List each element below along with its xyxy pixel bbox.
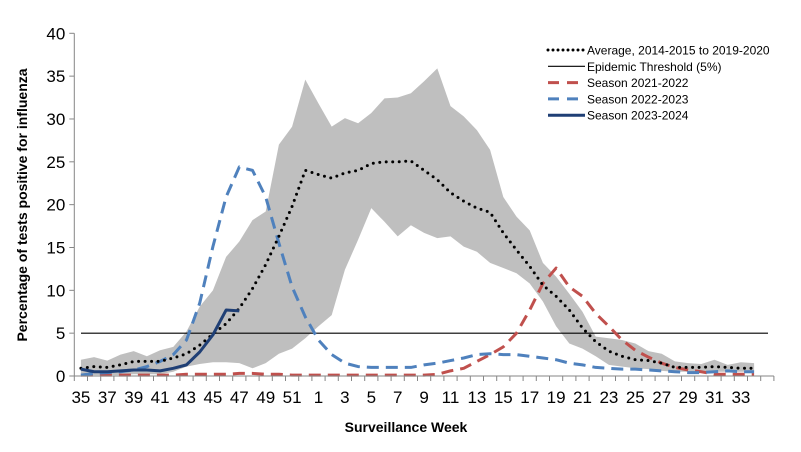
x-tick-label: 3 [340,388,349,407]
x-tick-label: 45 [203,388,222,407]
legend-label: Season 2023-2024 [587,109,689,123]
historical-range-band-layer [80,68,755,376]
legend-item: Epidemic Threshold (5%) [548,60,722,74]
x-axis-title: Surveillance Week [345,419,468,435]
x-tick-label: 29 [679,388,698,407]
x-tick-label: 39 [124,388,143,407]
y-tick-label: 5 [56,324,65,343]
series-season-2022-2023 [80,165,755,377]
legend-item: Season 2023-2024 [548,109,689,123]
y-tick-label: 15 [46,238,65,257]
x-tick-label: 37 [98,388,117,407]
y-tick-label: 40 [46,24,65,43]
x-tick-label: 47 [230,388,249,407]
y-tick-label: 20 [46,196,65,215]
x-tick-label: 9 [419,388,428,407]
x-tick-label: 27 [652,388,671,407]
historical-range-band [80,68,755,376]
y-axis-title: Percentage of tests positive for influen… [14,68,30,341]
legend: Average, 2014-2015 to 2019-2020 Epidemic … [546,44,770,123]
y-tick-label: 0 [56,367,65,386]
series-season-2021-2022 [80,266,755,377]
x-tick-label: 11 [442,388,460,407]
x-tick-label: 23 [599,388,618,407]
x-tick-label: 15 [494,388,513,407]
x-tick-label: 31 [705,388,724,407]
y-tick-label: 35 [46,67,65,86]
legend-item: Season 2021-2022 [548,76,689,90]
x-tick-label: 7 [393,388,402,407]
x-tick-label: 13 [467,388,486,407]
x-tick-label: 33 [731,388,750,407]
legend-label: Season 2021-2022 [587,76,689,90]
x-tick-label: 43 [177,388,196,407]
series-line-season-2021-2022 [80,266,755,377]
y-tick-label: 25 [46,153,65,172]
series-average-2014-2015-to-2019-2020 [79,159,756,370]
series-layer [79,159,756,377]
x-tick-label: 19 [547,388,566,407]
legend-label: Average, 2014-2015 to 2019-2020 [587,44,770,58]
x-tick-label: 5 [367,388,376,407]
y-tick-label: 10 [46,281,65,300]
x-tick-label: 21 [573,388,592,407]
x-tick-label: 35 [71,388,90,407]
x-tick-label: 1 [314,388,323,407]
legend-label: Epidemic Threshold (5%) [587,60,722,74]
x-tick-label: 49 [256,388,275,407]
x-tick-label: 41 [151,388,170,407]
y-tick-label: 30 [46,110,65,129]
x-tick-label: 25 [626,388,645,407]
series-line-average-2014-2015-to-2019-2020 [79,159,756,370]
legend-item: Season 2022-2023 [548,92,689,106]
legend-item: Average, 2014-2015 to 2019-2020 [546,44,770,58]
x-tick-label: 51 [283,388,302,407]
series-line-season-2023-2024 [80,308,240,374]
series-line-season-2022-2023 [80,165,755,377]
legend-label: Season 2022-2023 [587,92,689,106]
series-season-2023-2024 [80,308,240,374]
x-tick-label: 17 [520,388,539,407]
